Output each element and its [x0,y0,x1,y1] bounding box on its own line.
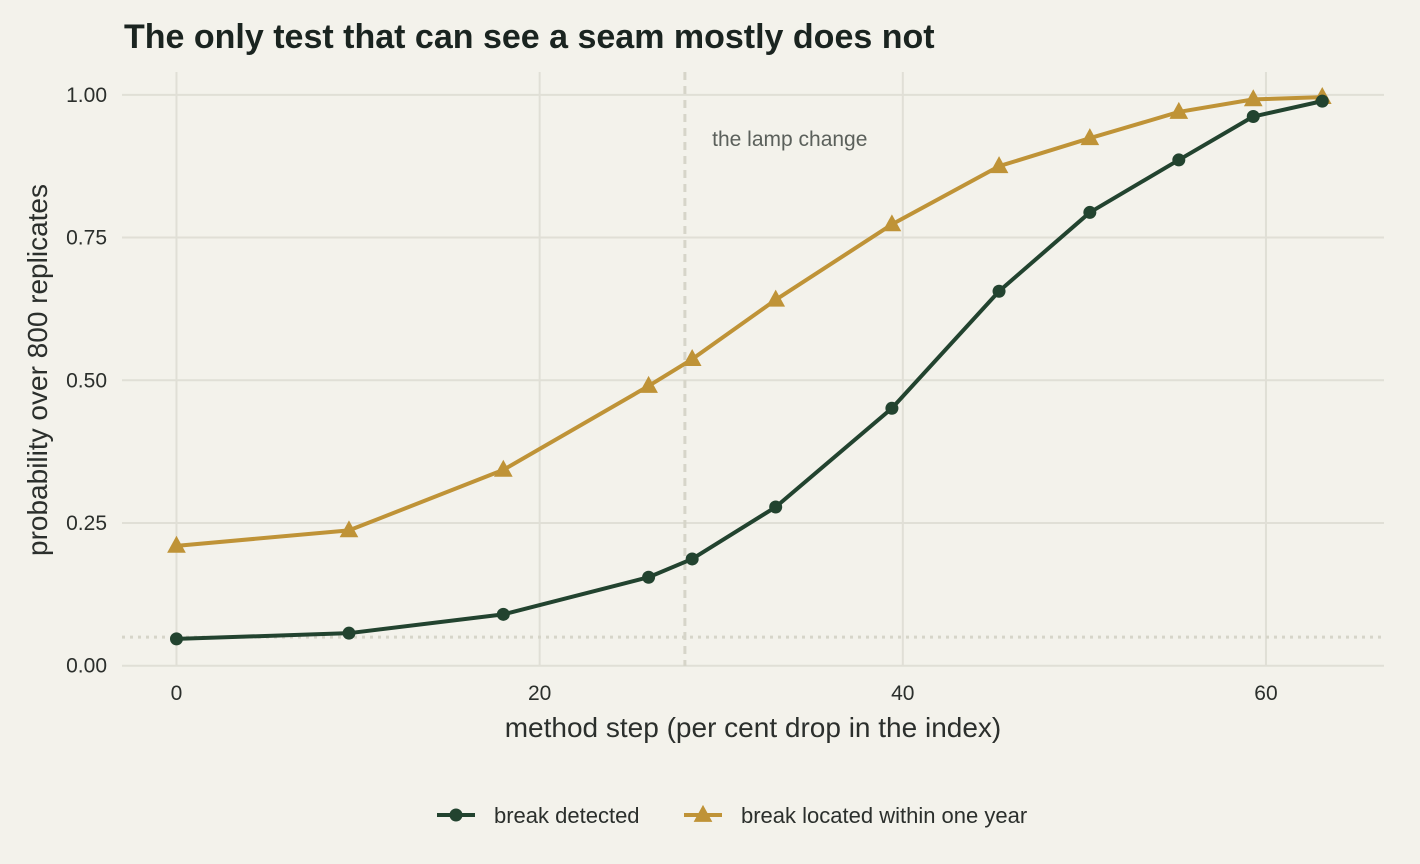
data-point [882,214,902,232]
x-tick-label: 40 [891,682,914,705]
x-tick-label: 0 [171,682,183,705]
data-point [992,284,1006,298]
tick-labels: 0.00 0.25 0.50 0.75 1.00 0 20 40 60 [66,84,1278,705]
y-tick-label: 0.50 [66,369,107,392]
data-point [1315,94,1329,108]
series-layer [167,87,1332,646]
x-tick-label: 60 [1254,682,1277,705]
series-line [176,95,1323,548]
annotation-label: the lamp change [712,128,867,151]
legend-label: break detected [494,803,640,828]
data-point [1080,128,1100,146]
data-point [989,156,1009,174]
data-point [766,289,786,307]
data-point [639,375,658,393]
legend-item: break detected [437,803,640,828]
chart-title: The only test that can see a seam mostly… [124,18,935,56]
grid [122,72,1384,667]
reference-lines [122,72,1384,666]
data-point [342,626,356,640]
data-point [682,349,702,367]
data-point [167,535,186,553]
series-break-located [167,87,1332,553]
data-point [1246,110,1260,124]
data-point [493,459,513,477]
data-point [685,552,699,566]
data-point [1083,205,1097,219]
annotations: the lamp change [712,128,867,151]
series-break-detected [169,94,1329,646]
data-point [642,570,656,584]
data-point [1169,101,1189,119]
legend-item: break located within one year [684,803,1027,828]
y-tick-label: 1.00 [66,84,107,107]
data-point [885,401,899,415]
data-point [1172,153,1186,167]
data-point [1243,89,1263,107]
series-line [176,99,1323,641]
data-point [496,607,510,621]
data-point [169,632,183,646]
data-point [769,500,783,514]
y-tick-label: 0.25 [66,512,107,535]
legend-marker [449,808,463,822]
x-tick-label: 20 [528,682,551,705]
legend-label: break located within one year [741,803,1027,828]
data-point [339,520,359,538]
legend: break detected break located within one y… [437,803,1027,828]
y-tick-label: 0.00 [66,655,107,678]
y-tick-label: 0.75 [66,227,107,250]
x-axis-title: method step (per cent drop in the index) [505,712,1002,743]
legend-marker [693,804,713,822]
y-axis-title: probability over 800 replicates [22,184,53,556]
